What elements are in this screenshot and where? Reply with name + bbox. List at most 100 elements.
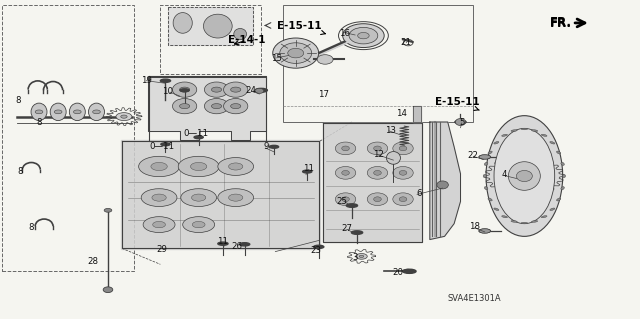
Ellipse shape — [191, 194, 206, 201]
Polygon shape — [323, 123, 422, 242]
Ellipse shape — [393, 193, 413, 205]
Ellipse shape — [374, 146, 381, 151]
Text: 26: 26 — [232, 242, 243, 251]
Ellipse shape — [455, 120, 466, 124]
Ellipse shape — [494, 142, 499, 144]
Ellipse shape — [178, 156, 219, 177]
Ellipse shape — [346, 204, 358, 207]
Ellipse shape — [218, 158, 253, 175]
Text: 0—11: 0—11 — [183, 129, 208, 138]
Ellipse shape — [479, 229, 490, 233]
Polygon shape — [168, 7, 253, 45]
Text: 10: 10 — [163, 87, 173, 96]
Ellipse shape — [93, 110, 100, 114]
Ellipse shape — [335, 167, 356, 179]
Ellipse shape — [479, 155, 490, 159]
Ellipse shape — [557, 198, 561, 201]
Ellipse shape — [511, 130, 517, 131]
Text: 8: 8 — [29, 223, 34, 232]
Ellipse shape — [179, 87, 189, 92]
Ellipse shape — [479, 155, 490, 159]
Text: 5: 5 — [459, 117, 465, 127]
Ellipse shape — [521, 128, 527, 130]
Ellipse shape — [399, 197, 407, 202]
Ellipse shape — [541, 134, 547, 136]
Ellipse shape — [218, 189, 253, 206]
Ellipse shape — [531, 130, 538, 131]
Ellipse shape — [521, 222, 527, 224]
Ellipse shape — [139, 156, 179, 177]
Ellipse shape — [483, 174, 486, 178]
Bar — [283, 4, 473, 122]
Text: 14: 14 — [396, 109, 407, 118]
Ellipse shape — [358, 33, 369, 39]
Text: 23: 23 — [310, 246, 322, 255]
Ellipse shape — [121, 115, 127, 118]
Ellipse shape — [88, 103, 104, 121]
Ellipse shape — [541, 216, 547, 218]
Ellipse shape — [173, 99, 196, 114]
Ellipse shape — [335, 193, 356, 205]
Ellipse shape — [35, 110, 43, 114]
Ellipse shape — [54, 110, 62, 114]
Ellipse shape — [103, 287, 113, 293]
Ellipse shape — [204, 82, 228, 97]
Ellipse shape — [151, 162, 167, 171]
Text: 17: 17 — [317, 90, 329, 99]
Ellipse shape — [182, 217, 214, 233]
Text: 6: 6 — [416, 189, 422, 198]
Text: FR.: FR. — [550, 17, 572, 30]
Ellipse shape — [179, 104, 189, 109]
Ellipse shape — [550, 142, 555, 144]
Ellipse shape — [494, 208, 499, 211]
Ellipse shape — [234, 28, 246, 40]
Text: 25: 25 — [337, 197, 348, 206]
Ellipse shape — [484, 162, 488, 165]
Ellipse shape — [180, 89, 189, 92]
Ellipse shape — [393, 167, 413, 179]
Ellipse shape — [502, 216, 508, 218]
Text: SVA4E1301A: SVA4E1301A — [448, 294, 501, 303]
Ellipse shape — [359, 255, 364, 257]
Ellipse shape — [502, 134, 508, 136]
Ellipse shape — [351, 231, 363, 234]
Ellipse shape — [141, 189, 177, 206]
Ellipse shape — [488, 198, 492, 201]
Text: 13: 13 — [385, 126, 396, 135]
Text: 12: 12 — [373, 150, 384, 159]
Ellipse shape — [356, 254, 367, 259]
Ellipse shape — [173, 82, 196, 97]
Text: 15: 15 — [271, 54, 282, 63]
Text: 8: 8 — [36, 118, 42, 128]
Ellipse shape — [104, 208, 112, 212]
Ellipse shape — [557, 151, 561, 154]
Ellipse shape — [228, 194, 243, 201]
Ellipse shape — [314, 245, 324, 249]
Text: E-15-11: E-15-11 — [435, 97, 479, 110]
Ellipse shape — [484, 187, 488, 190]
Ellipse shape — [303, 170, 312, 173]
Ellipse shape — [531, 220, 538, 222]
Ellipse shape — [342, 146, 349, 151]
Ellipse shape — [342, 197, 349, 202]
Ellipse shape — [255, 88, 268, 92]
Text: 9: 9 — [263, 142, 268, 151]
Text: 28: 28 — [88, 257, 99, 266]
Ellipse shape — [374, 197, 381, 202]
Polygon shape — [148, 77, 266, 140]
Ellipse shape — [269, 145, 278, 148]
Text: 22: 22 — [468, 151, 479, 160]
Text: 3: 3 — [353, 254, 358, 263]
Text: E-15-11: E-15-11 — [277, 21, 325, 34]
Ellipse shape — [280, 43, 312, 63]
Ellipse shape — [367, 193, 388, 205]
Ellipse shape — [194, 136, 204, 139]
Ellipse shape — [223, 99, 248, 114]
Ellipse shape — [228, 163, 243, 170]
Text: 11: 11 — [218, 237, 228, 246]
Ellipse shape — [342, 24, 384, 48]
Polygon shape — [413, 106, 421, 122]
Ellipse shape — [223, 82, 248, 97]
Ellipse shape — [561, 187, 564, 190]
Ellipse shape — [367, 142, 388, 155]
